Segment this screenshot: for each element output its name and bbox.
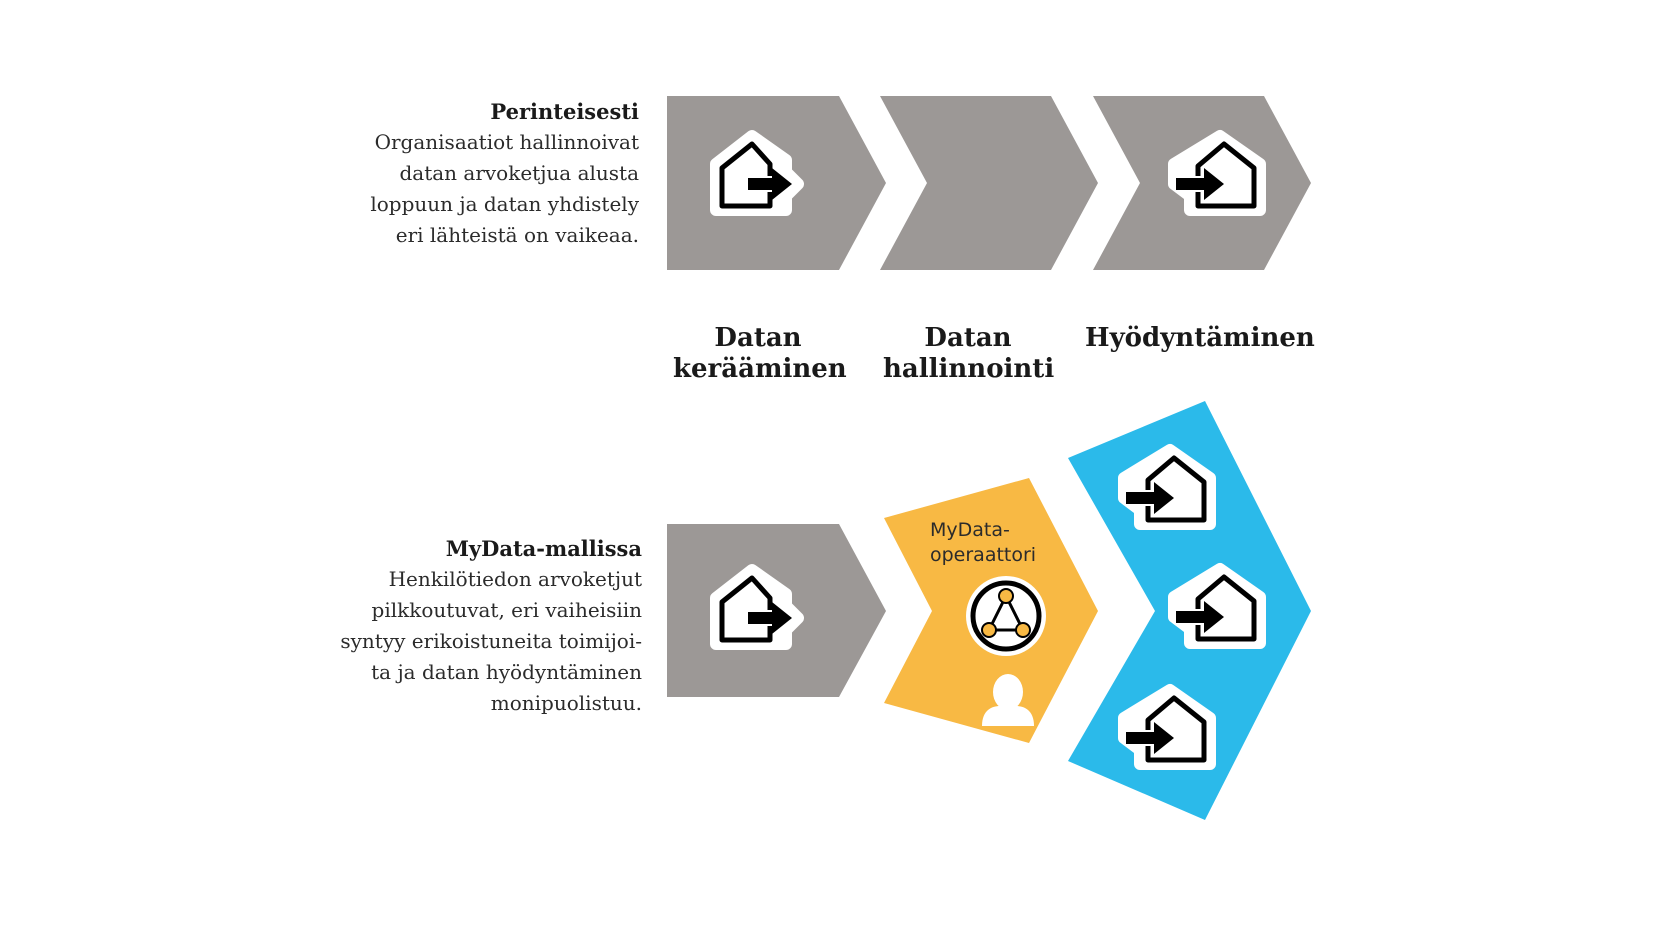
network-circle-icon (966, 576, 1046, 656)
mydata-line: pilkkoutuvat, eri vaiheisiin (371, 598, 642, 622)
traditional-line: datan arvoketjua alusta (399, 161, 639, 185)
mydata-heading: MyData-mallissa (445, 536, 642, 561)
chevron-manage (880, 96, 1098, 270)
person-icon (982, 674, 1034, 726)
traditional-heading: Perinteisesti (490, 99, 639, 124)
mydata-line: Henkilötiedon arvoketjut (388, 567, 642, 591)
stage-label-manage: Datan hallinnointi (883, 323, 1055, 385)
mydata-line: syntyy erikoistuneita toimijoi- (340, 629, 642, 653)
stage-label-manage-line: hallinnointi (883, 354, 1055, 384)
stage-label-manage-line: Datan (924, 323, 1012, 353)
traditional-line: eri lähteistä on vaikeaa. (395, 223, 639, 247)
mydata-line: ta ja datan hyödyntäminen (371, 660, 642, 684)
stage-label-collect-line: Datan (714, 323, 802, 353)
traditional-line: Organisaatiot hallinnoivat (374, 130, 639, 154)
mydata-description: MyData-mallissa Henkilötiedon arvoketjut… (340, 533, 642, 719)
operator-label-line: MyData- (930, 519, 1010, 541)
stage-label-collect-line: kerääminen (673, 354, 847, 384)
stage-label-use: Hyödyntäminen (1085, 323, 1315, 354)
stage-label-collect: Datan kerääminen (673, 323, 847, 385)
mydata-line: monipuolistuu. (490, 691, 642, 715)
stage-label-use-line: Hyödyntäminen (1085, 323, 1315, 353)
traditional-description: Perinteisesti Organisaatiot hallinnoivat… (370, 96, 639, 251)
operator-label-line: operaattori (930, 544, 1036, 566)
traditional-line: loppuun ja datan yhdistely (370, 192, 639, 216)
